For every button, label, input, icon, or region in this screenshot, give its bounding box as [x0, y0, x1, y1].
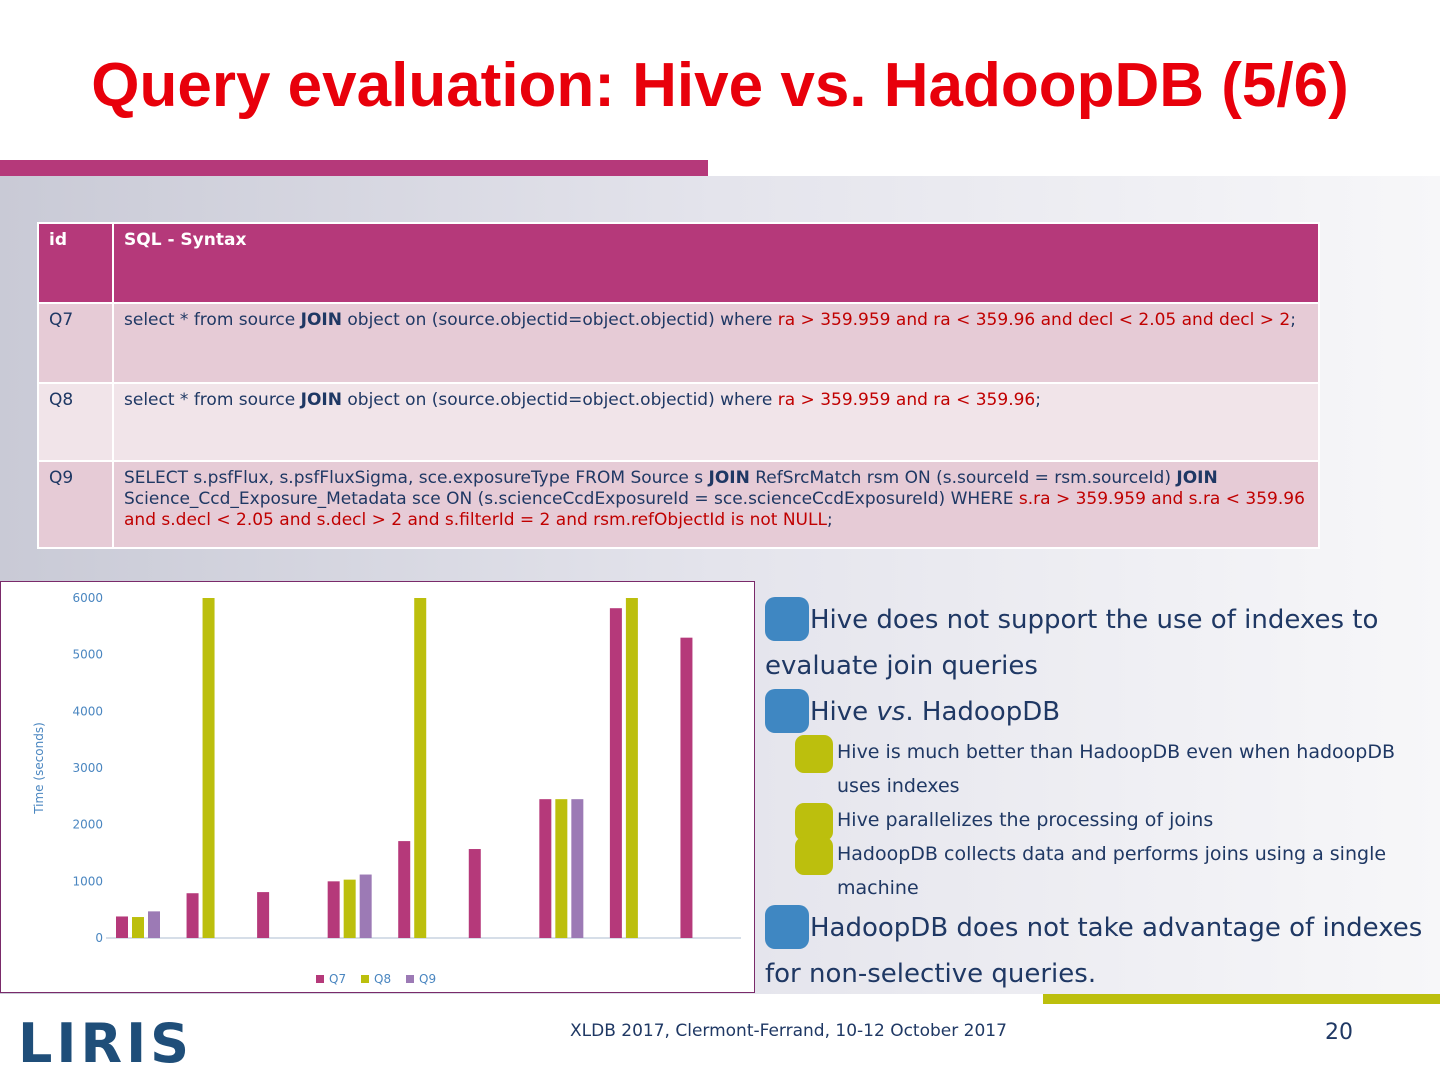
text-run: HadoopDB collects data and performs join… [837, 843, 1387, 899]
header-cell: id [37, 222, 114, 304]
bullet: Hive is much better than HadoopDB even w… [765, 735, 1430, 803]
table-row: Q7 select * from source JOIN object on (s… [37, 302, 1320, 384]
text-run: ra > 359.959 and ra < 359.96 [777, 390, 1036, 410]
text-run: vs [876, 697, 906, 727]
bar [257, 892, 270, 938]
sql-cell: SELECT s.psfFlux, s.psfFluxSigma, sce.ex… [112, 460, 1320, 549]
legend-label: Q8 [374, 972, 391, 986]
bar [186, 893, 199, 938]
text-run: s.ra > 359.959 and s.ra < 359.96 and s.d… [124, 489, 1305, 530]
y-tick-label: 6000 [72, 591, 103, 605]
sql-cell: select * from source JOIN object on (sou… [112, 382, 1320, 462]
bar [398, 841, 411, 938]
bullet-list: Hive does not support the use of indexes… [765, 597, 1430, 997]
text-run: . HadoopDB [905, 697, 1061, 727]
text-run: JOIN [1176, 468, 1218, 488]
bar [609, 608, 622, 938]
bar [571, 799, 584, 938]
bullet: Hive vs. HadoopDB [765, 689, 1430, 735]
text-run: Hive is much better than HadoopDB even w… [837, 741, 1396, 797]
table-row: Q8 select * from source JOIN object on (s… [37, 382, 1320, 462]
bar-chart: 0 1000 2000 3000 4000 5000 6000 Time (seconds) Q… [0, 581, 755, 993]
title-band [0, 160, 708, 176]
sql-cell: select * from source JOIN object on (sou… [112, 302, 1320, 384]
text-run: ; [1290, 310, 1296, 330]
footer-band [1043, 994, 1440, 1004]
text-run: SELECT s.psfFlux, s.psfFluxSigma, sce.ex… [124, 468, 709, 488]
bar [148, 911, 160, 938]
table-row: Q9 SELECT s.psfFlux, s.psfFluxSigma, sce.… [37, 460, 1320, 549]
text-run: select * from source [124, 310, 301, 330]
bar [132, 917, 144, 938]
id-cell: Q9 [37, 460, 114, 549]
bar [680, 637, 693, 938]
page-number: 20 [1325, 1020, 1353, 1045]
footer-event: XLDB 2017, Clermont-Ferrand, 10-12 Octob… [570, 1021, 1007, 1041]
bar [555, 799, 568, 938]
y-tick-label: 0 [95, 931, 103, 945]
slide-title: Query evaluation: Hive vs. HadoopDB (5/6… [91, 51, 1349, 120]
header-cell: SQL - Syntax [112, 222, 1320, 304]
text-run: select * from source [124, 390, 301, 410]
bar [625, 598, 638, 938]
header-row: id SQL - Syntax [37, 222, 1320, 304]
legend-swatch [316, 975, 324, 983]
legend-label: Q7 [329, 972, 346, 986]
y-tick-label: 4000 [72, 704, 103, 718]
bullet-marker [795, 735, 833, 773]
y-tick-label: 2000 [72, 818, 103, 832]
bullet-marker [765, 689, 809, 733]
logo: LIRIS [18, 1012, 194, 1075]
bullet: HadoopDB collects data and performs join… [765, 837, 1430, 905]
bar [468, 849, 481, 938]
text-run: Hive [810, 697, 877, 727]
legend-swatch [361, 975, 369, 983]
text-run: JOIN [300, 310, 342, 330]
id-cell: Q8 [37, 382, 114, 462]
text-run: Hive does not support the use of indexes… [765, 605, 1379, 681]
bullet: Hive parallelizes the processing of join… [765, 803, 1430, 841]
legend-label: Q9 [419, 972, 436, 986]
text-run: object on (source.objectid=object.object… [341, 310, 778, 330]
bar [327, 881, 340, 938]
legend-swatch [406, 975, 414, 983]
bullet: Hive does not support the use of indexes… [765, 597, 1430, 689]
y-axis-label: Time (seconds) [32, 722, 46, 815]
bar [343, 879, 356, 938]
text-run: ; [1035, 390, 1041, 410]
y-tick-label: 1000 [72, 874, 103, 888]
y-tick-label: 5000 [72, 648, 103, 662]
text-run: Science_Ccd_Exposure_Metadata sce ON (s.… [124, 489, 1019, 509]
bullet: HadoopDB does not take advantage of inde… [765, 905, 1430, 997]
bullet-marker [795, 803, 833, 841]
bar [116, 916, 128, 938]
text-run: JOIN [708, 468, 750, 488]
text-run: JOIN [300, 390, 342, 410]
y-tick-label: 3000 [72, 761, 103, 775]
bar [359, 874, 372, 938]
id-cell: Q7 [37, 302, 114, 384]
bullet-marker [765, 905, 809, 949]
bullet-marker [795, 837, 833, 875]
text-run: object on (source.objectid=object.object… [341, 390, 778, 410]
bar [414, 598, 427, 938]
text-run: RefSrcMatch rsm ON (s.sourceId = rsm.sou… [749, 468, 1177, 488]
bar [539, 799, 552, 938]
bullet-marker [765, 597, 809, 641]
text-run: HadoopDB does not take advantage of inde… [765, 913, 1423, 989]
text-run: ra > 359.959 and ra < 359.96 and decl < … [777, 310, 1291, 330]
bar [202, 598, 215, 938]
text-run: ; [826, 510, 833, 530]
text-run: Hive parallelizes the processing of join… [837, 809, 1214, 831]
sql-table: id SQL - Syntax Q7 select * from source J… [37, 222, 1320, 549]
